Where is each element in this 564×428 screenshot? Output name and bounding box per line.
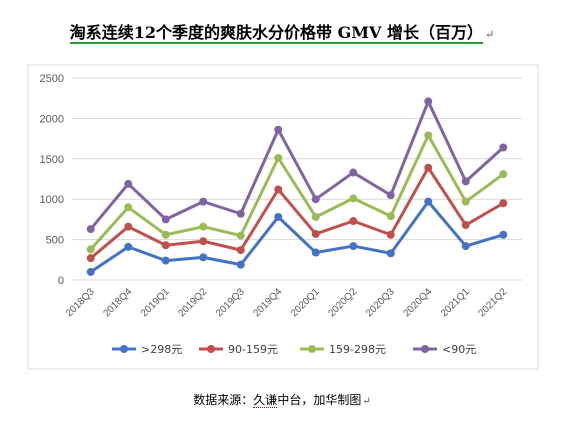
x-tick-label: 2020Q1 (289, 286, 322, 319)
data-point (386, 230, 395, 239)
data-point (311, 195, 320, 204)
data-point (461, 197, 470, 206)
x-tick-label: 2020Q4 (401, 286, 434, 319)
data-point (274, 212, 283, 221)
paragraph-mark: ↵ (484, 28, 495, 41)
data-point (124, 222, 133, 231)
source-caption: 数据来源：久谦中台，加华制图↵ (0, 391, 564, 408)
data-point (86, 267, 95, 276)
x-tick-label: 2019Q3 (214, 286, 247, 319)
data-point (236, 246, 245, 255)
x-tick-label: 2018Q3 (64, 286, 97, 319)
data-point (161, 230, 170, 239)
data-point (499, 170, 508, 179)
data-point (386, 191, 395, 200)
data-point (161, 215, 170, 224)
legend-label: 90-159元 (228, 343, 278, 356)
legend-item-4: <90元 (413, 343, 476, 356)
data-point (311, 212, 320, 221)
data-point (86, 254, 95, 263)
data-point (424, 163, 433, 172)
legend-item-2: 90-159元 (199, 343, 278, 356)
data-point (199, 222, 208, 231)
series-1 (86, 197, 508, 276)
data-point (199, 253, 208, 262)
data-point (499, 143, 508, 152)
x-tick-label: 2021Q1 (439, 286, 472, 319)
data-point (236, 260, 245, 269)
data-point (349, 217, 358, 226)
data-point (199, 197, 208, 206)
y-tick-label: 500 (46, 235, 64, 247)
x-tick-label: 2020Q3 (364, 286, 397, 319)
title-text: 淘系连续12个季度的爽肤水分价格带 GMV 增长（百万） (69, 23, 483, 44)
data-point (161, 256, 170, 265)
data-point (86, 225, 95, 234)
chart-frame (27, 64, 539, 370)
data-point (386, 212, 395, 221)
data-point (161, 241, 170, 250)
legend-label: 159-298元 (329, 343, 386, 356)
y-tick-label: 2000 (40, 113, 64, 125)
series-2 (86, 163, 508, 263)
y-tick-label: 0 (58, 275, 64, 287)
data-point (461, 221, 470, 230)
legend-item-1: >298元 (112, 343, 182, 356)
data-point (311, 248, 320, 257)
data-point (349, 168, 358, 177)
y-tick-label: 2500 (40, 73, 64, 85)
caption-paragraph-mark: ↵ (362, 396, 371, 407)
data-point (386, 249, 395, 258)
data-point (311, 229, 320, 238)
series-line (89, 166, 505, 260)
x-tick-label: 2019Q4 (251, 286, 284, 319)
legend-item-3: 159-298元 (300, 343, 386, 356)
data-point (349, 194, 358, 203)
x-tick-label: 2020Q2 (326, 286, 359, 319)
legend-marker (421, 345, 429, 353)
data-point (499, 230, 508, 239)
data-point (124, 203, 133, 212)
data-point (199, 237, 208, 246)
data-point (274, 185, 283, 194)
data-point (124, 179, 133, 188)
data-point (424, 197, 433, 206)
series-line (89, 99, 505, 231)
legend-label: <90元 (442, 343, 476, 356)
x-tick-label: 2019Q1 (139, 286, 172, 319)
legend-label: >298元 (141, 343, 182, 356)
data-point (124, 242, 133, 251)
data-point (424, 131, 433, 140)
data-point (86, 245, 95, 254)
legend-marker (207, 345, 215, 353)
series-line (89, 133, 505, 251)
data-point (236, 209, 245, 218)
caption-rest: 中台，加华制图 (277, 393, 362, 407)
x-tick-label: 2019Q2 (176, 286, 209, 319)
caption-jiu: 久谦 (253, 393, 278, 408)
series-3 (86, 131, 508, 254)
data-point (499, 199, 508, 208)
data-point (274, 125, 283, 134)
legend-marker (308, 345, 316, 353)
series-4 (86, 97, 508, 234)
data-point (349, 242, 358, 251)
series-line (89, 200, 504, 274)
data-point (461, 177, 470, 186)
data-point (461, 242, 470, 251)
data-point (236, 231, 245, 240)
data-point (424, 97, 433, 106)
chart-title: 淘系连续12个季度的爽肤水分价格带 GMV 增长（百万） ↵ (0, 19, 564, 44)
data-point (274, 153, 283, 162)
y-tick-label: 1000 (40, 194, 64, 206)
x-tick-label: 2018Q4 (101, 286, 134, 319)
x-tick-label: 2021Q2 (476, 286, 509, 319)
y-tick-label: 1500 (40, 154, 64, 166)
legend-marker (120, 345, 128, 353)
caption-source: 数据来源： (193, 393, 254, 407)
